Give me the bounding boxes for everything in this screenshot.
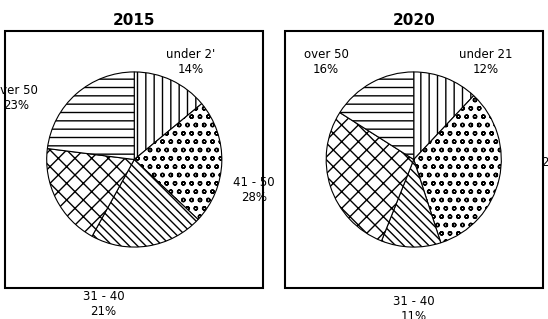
Wedge shape bbox=[340, 72, 414, 160]
Text: under 21
12%: under 21 12% bbox=[459, 48, 512, 76]
Wedge shape bbox=[414, 72, 473, 160]
Text: 41 - 50
28%: 41 - 50 28% bbox=[233, 176, 275, 204]
Bar bbox=[285, 31, 543, 288]
Text: 31 - 40
21%: 31 - 40 21% bbox=[83, 290, 124, 318]
Text: over 50
23%: over 50 23% bbox=[0, 84, 38, 112]
Text: under 2'
14%: under 2' 14% bbox=[166, 48, 215, 76]
Text: 21 - 30
33%: 21 - 30 33% bbox=[543, 156, 548, 184]
Wedge shape bbox=[47, 72, 134, 160]
Wedge shape bbox=[381, 160, 441, 247]
Wedge shape bbox=[92, 160, 198, 247]
Text: over 50
16%: over 50 16% bbox=[304, 48, 349, 76]
Wedge shape bbox=[414, 96, 501, 243]
Title: 2020: 2020 bbox=[392, 13, 435, 28]
Wedge shape bbox=[134, 104, 222, 219]
Title: 2015: 2015 bbox=[113, 13, 156, 28]
Wedge shape bbox=[47, 149, 134, 236]
Bar bbox=[5, 31, 263, 288]
Text: 31 - 40
11%: 31 - 40 11% bbox=[393, 295, 435, 319]
Wedge shape bbox=[134, 72, 202, 160]
Wedge shape bbox=[326, 113, 414, 241]
